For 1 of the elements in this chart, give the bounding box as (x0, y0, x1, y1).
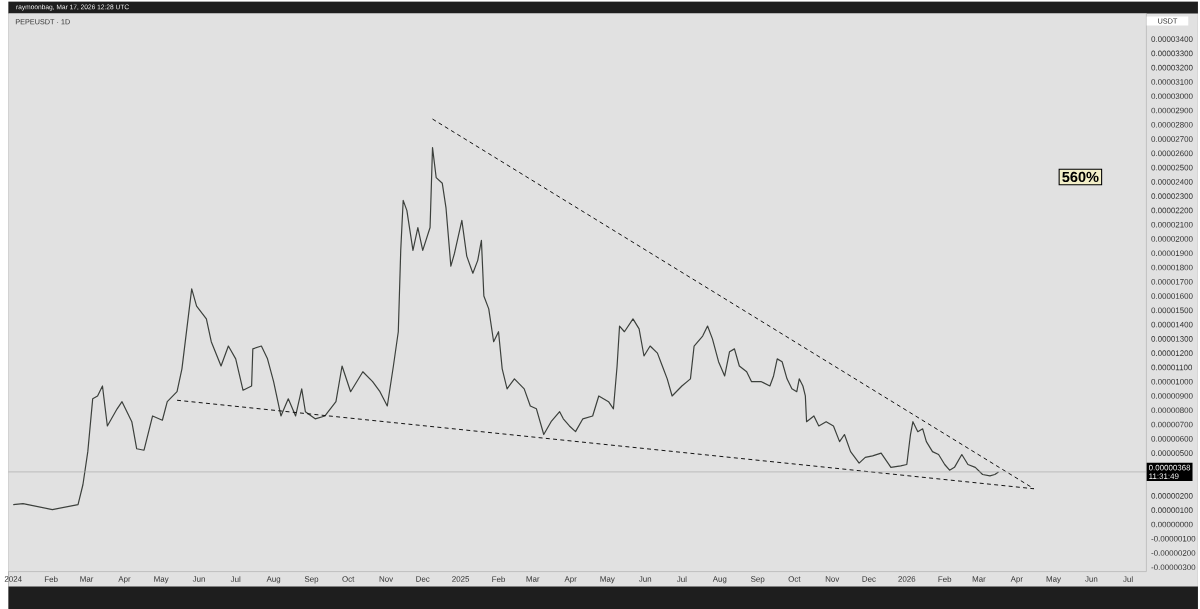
annotation: 560% (1062, 171, 1099, 182)
